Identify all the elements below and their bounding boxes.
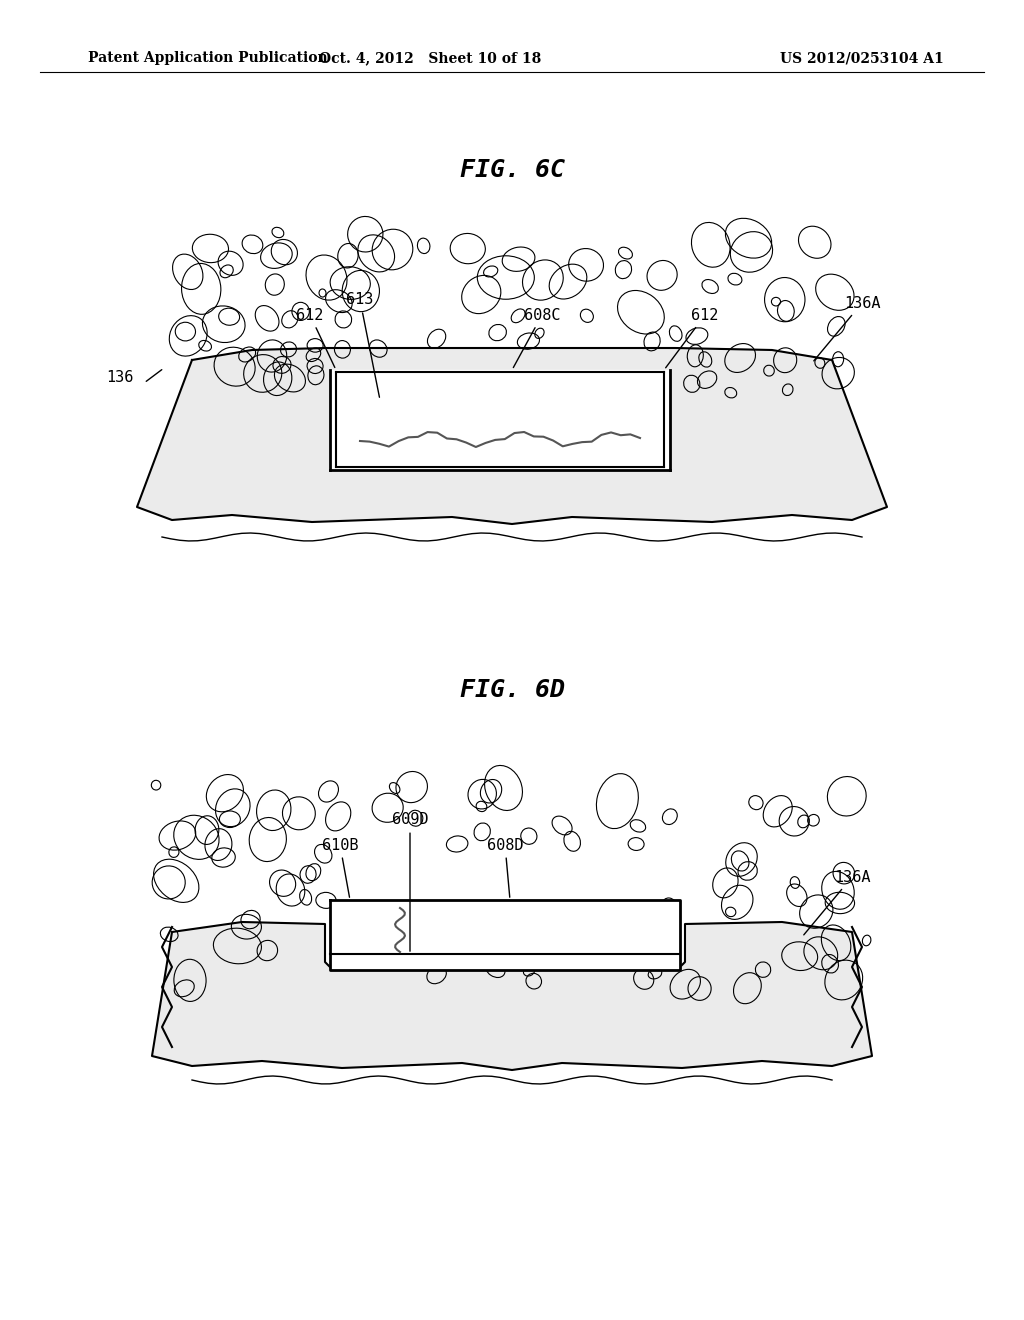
Text: FIG. 6C: FIG. 6C <box>460 158 564 182</box>
Text: FIG. 6D: FIG. 6D <box>460 678 564 702</box>
Text: 612: 612 <box>296 308 335 367</box>
Text: 608D: 608D <box>486 837 523 898</box>
Text: 609D: 609D <box>392 813 428 952</box>
Polygon shape <box>137 348 887 524</box>
Text: 613: 613 <box>346 293 380 397</box>
Text: 136A: 136A <box>804 870 870 935</box>
Text: Patent Application Publication: Patent Application Publication <box>88 51 328 65</box>
Text: 610B: 610B <box>322 837 358 898</box>
Text: 136A: 136A <box>814 296 881 360</box>
Polygon shape <box>152 921 872 1071</box>
Polygon shape <box>330 370 670 470</box>
Text: Oct. 4, 2012   Sheet 10 of 18: Oct. 4, 2012 Sheet 10 of 18 <box>318 51 541 65</box>
Text: 612: 612 <box>666 308 719 368</box>
Text: 136: 136 <box>106 371 134 385</box>
Text: 608C: 608C <box>513 308 560 367</box>
Text: US 2012/0253104 A1: US 2012/0253104 A1 <box>780 51 944 65</box>
Polygon shape <box>330 900 680 970</box>
